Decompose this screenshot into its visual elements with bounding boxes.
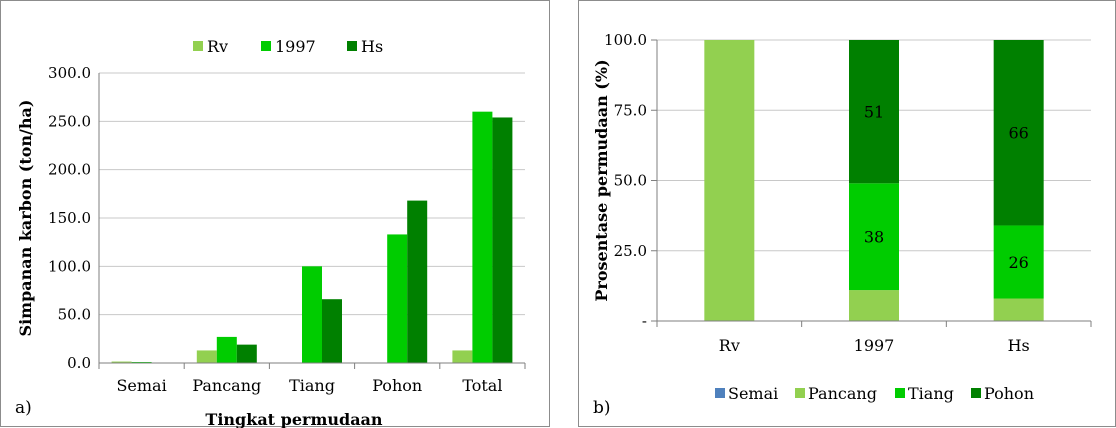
- stack-segment-pancang: [704, 40, 754, 321]
- bar-1997: [302, 266, 322, 363]
- legend-label-tiang: Tiang: [908, 384, 954, 403]
- x-category-label: Pohon: [372, 376, 422, 395]
- bar-1997: [217, 337, 237, 363]
- legend-swatch-1997: [261, 41, 271, 51]
- x-category-label: Total: [462, 376, 502, 395]
- stack-segment-pancang: [849, 290, 899, 321]
- y-tick-label: -: [642, 312, 647, 330]
- y-tick-label: 25.0: [614, 242, 647, 260]
- y-axis-title: Prosentase permudaan (%): [592, 59, 611, 301]
- legend-swatch-pancang: [795, 388, 805, 398]
- legend-swatch-semai: [715, 388, 725, 398]
- y-tick-label: 0.0: [67, 354, 91, 372]
- y-tick-label: 50.0: [614, 172, 647, 190]
- bar-hs: [322, 299, 342, 363]
- data-label-tiang: 38: [864, 228, 884, 247]
- y-tick-label: 250.0: [48, 112, 91, 130]
- chart-panel-b: - 25.0 50.0 75.0 100.0 Rv 38 51 1997 26 66 Hs Prosen…: [578, 0, 1116, 427]
- y-tick-label: 100.0: [604, 31, 647, 49]
- stack-segment-pancang: [994, 299, 1044, 321]
- legend-swatch-tiang: [895, 388, 905, 398]
- panel-label: a): [15, 398, 32, 418]
- bar-hs: [407, 201, 427, 363]
- panel-label: b): [593, 398, 611, 418]
- legend-label-semai: Semai: [728, 384, 778, 403]
- legend-label-1997: 1997: [275, 37, 316, 56]
- y-tick-label: 50.0: [58, 306, 91, 324]
- legend-swatch-hs: [347, 41, 357, 51]
- data-label-tiang: 26: [1008, 253, 1028, 272]
- data-label-pohon: 66: [1008, 124, 1028, 143]
- legend-swatch-rv: [193, 41, 203, 51]
- legend-swatch-pohon: [971, 388, 981, 398]
- legend-label-pohon: Pohon: [984, 384, 1034, 403]
- x-category-label: Pancang: [192, 376, 261, 395]
- y-tick-label: 150.0: [48, 209, 91, 227]
- chart-b-svg: - 25.0 50.0 75.0 100.0 Rv 38 51 1997 26 66 Hs Prosen…: [579, 1, 1116, 428]
- chart-panel-a: 0.0 50.0 100.0 150.0 200.0 250.0 300.0 Semai Pan…: [0, 0, 550, 427]
- x-category-label: Tiang: [289, 376, 335, 395]
- bar-1997: [472, 112, 492, 363]
- chart-a-svg: 0.0 50.0 100.0 150.0 200.0 250.0 300.0 Semai Pan…: [1, 1, 551, 428]
- data-label-pohon: 51: [864, 103, 884, 122]
- bar-hs: [492, 117, 512, 363]
- x-category-label: 1997: [854, 336, 895, 355]
- y-axis-title: Simpanan karbon (ton/ha): [16, 100, 35, 337]
- bar-rv: [197, 350, 217, 363]
- y-tick-label: 300.0: [48, 64, 91, 82]
- y-tick-label: 75.0: [614, 101, 647, 119]
- legend-label-hs: Hs: [361, 37, 383, 56]
- x-axis-title: Tingkat permudaan: [205, 410, 383, 428]
- legend-label-pancang: Pancang: [808, 384, 877, 403]
- y-tick-label: 200.0: [48, 161, 91, 179]
- x-category-label: Rv: [719, 336, 740, 355]
- x-category-label: Hs: [1008, 336, 1030, 355]
- bar-rv: [452, 350, 472, 363]
- bar-hs: [237, 345, 257, 363]
- legend-label-rv: Rv: [207, 37, 228, 56]
- bar-1997: [387, 234, 407, 363]
- y-tick-label: 100.0: [48, 257, 91, 275]
- x-category-label: Semai: [116, 376, 166, 395]
